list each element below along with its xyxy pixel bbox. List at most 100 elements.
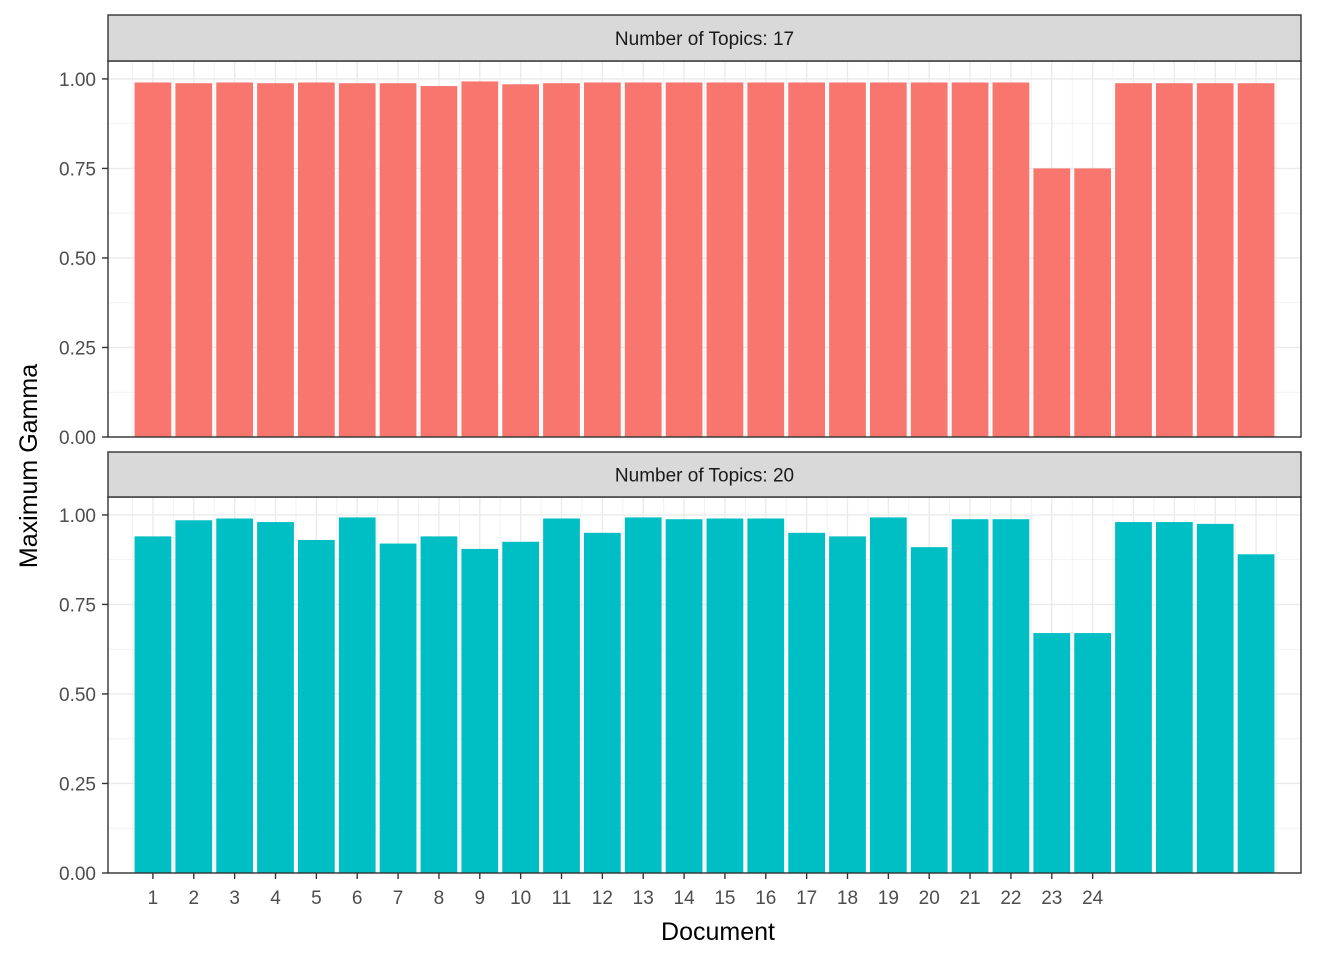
facet-strip-label: Number of Topics: 17 [615, 29, 794, 50]
bar-doc-19 [869, 82, 907, 437]
y-tick-label: 0.75 [59, 159, 96, 180]
bar-doc-12 [583, 82, 621, 437]
bar-doc-28 [1237, 554, 1275, 873]
bar-doc-28 [1237, 83, 1275, 437]
bar-doc-5 [297, 82, 335, 437]
y-tick-label: 1.00 [59, 70, 96, 91]
bar-doc-10 [502, 84, 540, 438]
bar-doc-14 [665, 82, 703, 437]
bar-doc-5 [297, 539, 335, 873]
bar-doc-13 [624, 517, 662, 873]
facet-strip-label: Number of Topics: 20 [615, 466, 794, 487]
bar-doc-20 [910, 547, 948, 873]
bar-doc-23 [1033, 633, 1071, 873]
x-tick-label: 3 [229, 888, 240, 909]
bar-doc-27 [1196, 523, 1234, 873]
bar-doc-2 [175, 83, 213, 437]
x-tick-label: 12 [592, 888, 613, 909]
y-tick-label: 0.25 [59, 774, 96, 795]
bar-doc-25 [1115, 522, 1152, 873]
y-axis-title: Maximum Gamma [15, 364, 43, 568]
x-tick-label: 22 [1000, 888, 1021, 909]
panels: Number of Topics: 17 0.00 0.25 0.50 0.75 1.00… [59, 14, 1302, 885]
bar-doc-26 [1155, 83, 1193, 437]
y-tick-label: 0.50 [59, 249, 96, 270]
bar-doc-15 [706, 82, 744, 437]
x-tick-label: 21 [959, 888, 980, 909]
bar-doc-9 [461, 81, 499, 437]
x-tick-label: 1 [148, 888, 159, 909]
panel-2: Number of Topics: 20 0.00 0.25 0.50 0.75 1.00 [59, 451, 1302, 885]
x-tick-label: 13 [633, 888, 654, 909]
y-tick-label: 0.00 [59, 428, 96, 449]
x-tick-label: 8 [434, 888, 445, 909]
bar-doc-7 [379, 83, 417, 437]
y-tick-label: 0.00 [59, 864, 96, 885]
y-tick-label: 0.25 [59, 338, 96, 359]
bar-doc-14 [665, 519, 703, 873]
bar-doc-23 [1033, 168, 1071, 437]
bar-doc-1 [134, 536, 172, 873]
x-tick-label: 5 [311, 888, 322, 909]
x-tick-label: 4 [270, 888, 281, 909]
bar-doc-21 [951, 82, 989, 437]
x-tick-label: 11 [552, 888, 572, 909]
bar-doc-4 [257, 83, 294, 437]
bar-doc-16 [747, 82, 785, 437]
bar-doc-22 [992, 82, 1030, 437]
bar-doc-20 [910, 82, 948, 437]
bar-doc-21 [951, 519, 989, 873]
x-tick-label: 15 [714, 888, 735, 909]
x-tick-label: 20 [919, 888, 940, 909]
bar-doc-11 [543, 83, 580, 437]
bar-doc-18 [829, 536, 866, 873]
y-tick-label: 1.00 [59, 506, 96, 527]
y-tick-label: 0.50 [59, 685, 96, 706]
panel-1: Number of Topics: 17 0.00 0.25 0.50 0.75 1.00 [59, 14, 1302, 449]
x-tick-label: 10 [510, 888, 531, 909]
bar-doc-24 [1074, 633, 1112, 873]
bar-doc-8 [420, 86, 458, 438]
x-tick-label: 18 [837, 888, 858, 909]
y-tick-label: 0.75 [59, 595, 96, 616]
x-tick-label: 24 [1082, 888, 1104, 909]
bar-doc-3 [216, 518, 254, 873]
bar-doc-17 [788, 532, 826, 873]
facet-strip [107, 14, 1302, 62]
bar-doc-17 [788, 82, 826, 437]
bar-doc-18 [829, 82, 866, 437]
bar-doc-10 [502, 541, 540, 873]
bar-doc-3 [216, 82, 254, 437]
x-tick-label: 23 [1041, 888, 1062, 909]
x-tick-label: 16 [755, 888, 776, 909]
facet-strip [107, 451, 1302, 498]
bar-doc-4 [257, 522, 294, 873]
bar-doc-6 [338, 83, 376, 437]
x-tick-label: 2 [189, 888, 200, 909]
x-tick-label: 6 [352, 888, 363, 909]
x-tick-label: 9 [475, 888, 486, 909]
bar-doc-13 [624, 82, 662, 437]
bar-doc-2 [175, 520, 213, 873]
bar-doc-22 [992, 519, 1030, 873]
bar-doc-27 [1196, 83, 1234, 437]
bar-doc-26 [1155, 522, 1193, 873]
bar-doc-11 [543, 518, 580, 873]
x-axis-title: Document [661, 918, 775, 946]
bar-doc-16 [747, 518, 785, 873]
bar-doc-19 [869, 517, 907, 873]
x-tick-label: 19 [878, 888, 899, 909]
bar-doc-15 [706, 518, 744, 873]
x-axis: 1 2 3 4 5 6 7 8 9 10 11 12 13 14 15 16 17 18 19 20 21 22 23 24 [148, 873, 1104, 909]
bar-doc-9 [461, 548, 499, 873]
bar-doc-24 [1074, 168, 1112, 437]
x-tick-label: 17 [796, 888, 817, 909]
bar-doc-25 [1115, 83, 1152, 437]
bar-doc-1 [134, 82, 172, 437]
bar-doc-7 [379, 543, 417, 873]
x-tick-label: 7 [393, 888, 404, 909]
bar-doc-12 [583, 532, 621, 873]
bar-doc-8 [420, 536, 458, 873]
bar-doc-6 [338, 517, 376, 873]
